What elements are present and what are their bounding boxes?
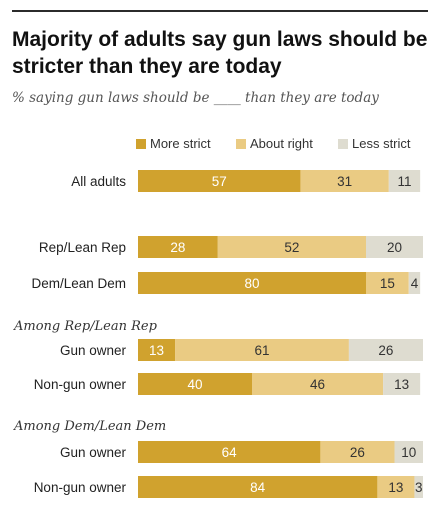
data-label: 28 [170,240,185,255]
bar-segment [217,236,366,258]
data-label: 3 [415,480,423,495]
category-label: All adults [71,174,126,189]
legend-swatch-more-strict [136,138,146,149]
data-label: 15 [380,276,395,291]
category-label: Dem/Lean Dem [31,276,126,291]
legend-label-about-right: About right [250,136,313,151]
legend-label-more-strict: More strict [150,136,211,151]
data-label: 4 [411,276,419,291]
data-label: 64 [222,445,238,460]
bar-segment [252,373,384,395]
category-label: Gun owner [60,445,127,460]
bar-segment [348,339,423,361]
bar-segment [175,339,349,361]
bar-segment [138,476,378,498]
bar-segment [383,373,421,395]
data-label: 84 [250,480,266,495]
bar-segment [414,476,423,498]
data-label: 80 [244,276,259,291]
bar-segment [366,272,409,294]
category-label: Gun owner [60,343,127,358]
data-label: 40 [187,377,202,392]
bar-segment [394,441,423,463]
data-label: 26 [350,445,365,460]
bar-segment [388,170,421,192]
data-label: 57 [212,174,227,189]
category-label: Non-gun owner [34,377,127,392]
bar-segment [138,170,301,192]
group-label: Among Rep/Lean Rep [13,319,158,334]
bar-segment [408,272,421,294]
legend-swatch-less-strict [338,138,348,149]
bar-segment [300,170,389,192]
top-rule [12,10,428,12]
data-label: 11 [397,174,411,189]
data-label: 10 [401,445,416,460]
group-label: Among Dem/Lean Dem [13,419,166,434]
bar-segment [138,339,176,361]
legend-item-about-right: About right [236,136,313,151]
data-label: 13 [388,480,403,495]
bar-segment [366,236,423,258]
chart-subtitle: % saying gun laws should be ____ than th… [12,90,379,106]
bar-segment [138,373,252,395]
legend: More strict About right Less strict [0,136,440,152]
legend-item-more-strict: More strict [136,136,211,151]
data-label: 13 [394,377,409,392]
bar-segment [138,441,321,463]
data-label: 13 [149,343,164,358]
bar-segment [138,236,218,258]
bar-segment [377,476,415,498]
legend-item-less-strict: Less strict [338,136,411,151]
legend-label-less-strict: Less strict [352,136,411,151]
bar-segment [320,441,395,463]
bar-segment [138,272,366,294]
category-label: Rep/Lean Rep [39,240,126,255]
legend-swatch-about-right [236,138,246,149]
data-label: 61 [254,343,269,358]
data-label: 46 [310,377,325,392]
category-label: Non-gun owner [34,480,127,495]
data-label: 31 [337,174,352,189]
data-label: 20 [387,240,402,255]
data-label: 26 [378,343,393,358]
chart-title: Majority of adults say gun laws should b… [12,28,428,78]
data-label: 52 [284,240,299,255]
